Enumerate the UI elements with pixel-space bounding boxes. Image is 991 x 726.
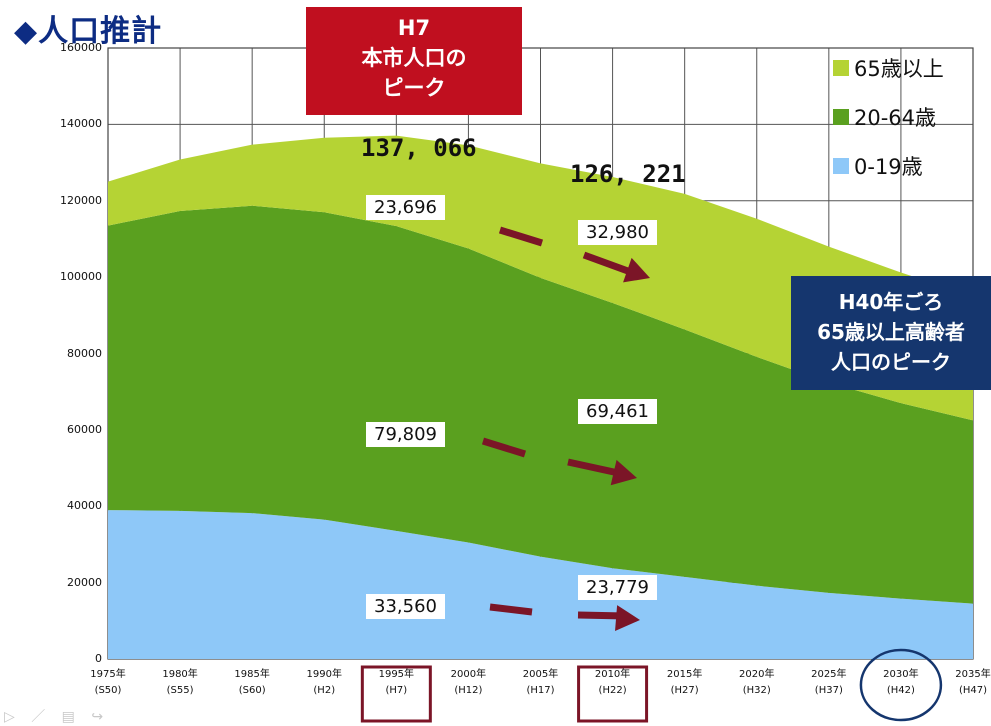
x-tick-label-line: (H47) (958, 685, 988, 696)
trend-arrow-dash (481, 437, 527, 458)
mid-2010-label: 69,461 (578, 399, 657, 424)
old-1995-label: 23,696 (366, 195, 445, 220)
x-tick-label: 2010年 (H22) (583, 667, 643, 699)
legend-swatch-age0-19 (833, 158, 849, 174)
x-tick-label-line: (H32) (742, 685, 771, 696)
peak-callout-line3: ピーク (382, 76, 446, 100)
elderly-peak-callout: H40年ごろ 65歳以上高齢者 人口のピーク (791, 276, 991, 390)
x-tick-label-line: (H7) (385, 685, 408, 696)
young-1995-label: 33,560 (366, 594, 445, 619)
year-highlight-box (360, 665, 432, 723)
trend-arrow-head (623, 257, 650, 283)
x-tick-label-line: (H12) (454, 685, 483, 696)
x-tick-label-line: 1990年 (306, 669, 342, 680)
total-1995-label: 137, 066 (361, 134, 477, 162)
x-tick-label-line: 2030年 (883, 669, 919, 680)
chart-areas (108, 135, 973, 659)
trend-arrow-head (615, 605, 640, 632)
elderly-callout-line1: H40年ごろ (838, 290, 944, 314)
x-tick-label-line: (H22) (598, 685, 627, 696)
area-65-plus (108, 135, 973, 421)
total-2010-label: 126, 221 (570, 160, 686, 188)
trend-arrow-dash (498, 226, 544, 247)
young-2010-label: 23,779 (578, 575, 657, 600)
x-tick-label-line: 2000年 (450, 669, 487, 680)
page-title: ◆人口推計 (14, 14, 163, 49)
chart-highlights (360, 648, 943, 723)
legend-item-age65: 65歳以上 (833, 53, 944, 83)
legend-swatch-age20-64 (833, 109, 849, 125)
old-2010-label: 32,980 (578, 220, 657, 245)
x-tick-label-line: (S50) (94, 685, 122, 696)
legend-item-age20-64: 20-64歳 (833, 102, 936, 132)
x-tick-label-line: (S55) (166, 685, 194, 696)
x-tick-label: 2030年 (H42) (871, 667, 931, 699)
trend-arrows (481, 226, 650, 632)
x-tick-label-line: 2025年 (811, 669, 847, 680)
x-tick-label: 1975年 (S50) (78, 667, 138, 699)
x-tick-label-line: (H37) (814, 685, 843, 696)
year-highlight-box (577, 665, 649, 723)
x-tick-label: 2005年 (H17) (511, 667, 571, 699)
x-tick-label-line: 2010年 (594, 669, 631, 680)
y-tick-label: 40000 (67, 499, 102, 513)
legend-item-age0-19: 0-19歳 (833, 151, 923, 181)
legend-label-age20-64: 20-64歳 (854, 106, 937, 130)
x-tick-label-line: 1975年 (90, 669, 126, 680)
year-highlight-circle (859, 648, 943, 722)
legend-label-age0-19: 0-19歳 (854, 155, 923, 179)
x-tick-label: 2035年 (H47) (943, 667, 991, 699)
trend-arrow-head (610, 459, 637, 486)
y-tick-label: 160000 (60, 41, 102, 54)
x-tick-label-line: 1980年 (162, 669, 198, 680)
y-tick-label: 20000 (67, 575, 102, 589)
x-tick-label-line: (H2) (313, 685, 336, 696)
x-tick-label-line: 1985年 (234, 669, 270, 680)
y-tick-label: 0 (95, 652, 102, 665)
y-tick-label: 80000 (67, 346, 102, 360)
legend-label-age65: 65歳以上 (854, 57, 944, 81)
x-tick-label-line: 1995年 (378, 669, 415, 680)
x-tick-label: 2025年 (H37) (799, 667, 859, 699)
x-tick-label: 2000年 (H12) (438, 667, 498, 699)
x-tick-label: 1990年 (H2) (294, 667, 354, 699)
trend-arrow-dash (489, 603, 533, 616)
slide-controls-icon: ▷ ／ ▤ ↪ (4, 709, 110, 725)
area-0-19 (108, 510, 973, 659)
x-tick-label: 1995年 (H7) (366, 667, 426, 699)
x-tick-label-line: (H17) (526, 685, 555, 696)
x-tick-label: 1985年 (S60) (222, 667, 282, 699)
x-tick-label-line: 2020年 (739, 669, 775, 680)
elderly-callout-line2: 65歳以上高齢者 (817, 320, 965, 344)
x-tick-label-line: 2035年 (955, 669, 991, 680)
x-tick-label: 1980年 (S55) (150, 667, 210, 699)
x-tick-label-line: (H27) (670, 685, 699, 696)
y-tick-label: 140000 (60, 117, 102, 131)
peak-callout-line1: H7 (397, 16, 431, 40)
x-tick-label: 2015年 (H27) (655, 667, 715, 699)
y-tick-label: 120000 (60, 193, 102, 207)
peak-callout-line2: 本市人口の (361, 46, 467, 70)
x-tick-label: 2020年 (H32) (727, 667, 787, 699)
mid-1995-label: 79,809 (366, 422, 445, 447)
area-20-64 (108, 205, 973, 604)
x-tick-label-line: (H42) (886, 685, 915, 696)
y-tick-label: 60000 (67, 422, 102, 436)
x-tick-label-line: 2015年 (666, 669, 703, 680)
x-tick-label-line: (S60) (238, 685, 266, 696)
y-tick-label: 100000 (60, 270, 102, 284)
elderly-callout-line3: 人口のピーク (831, 350, 951, 374)
x-tick-label-line: 2005年 (522, 669, 559, 680)
peak-callout: H7 本市人口の ピーク (306, 7, 522, 115)
legend-swatch-age65 (833, 60, 849, 76)
